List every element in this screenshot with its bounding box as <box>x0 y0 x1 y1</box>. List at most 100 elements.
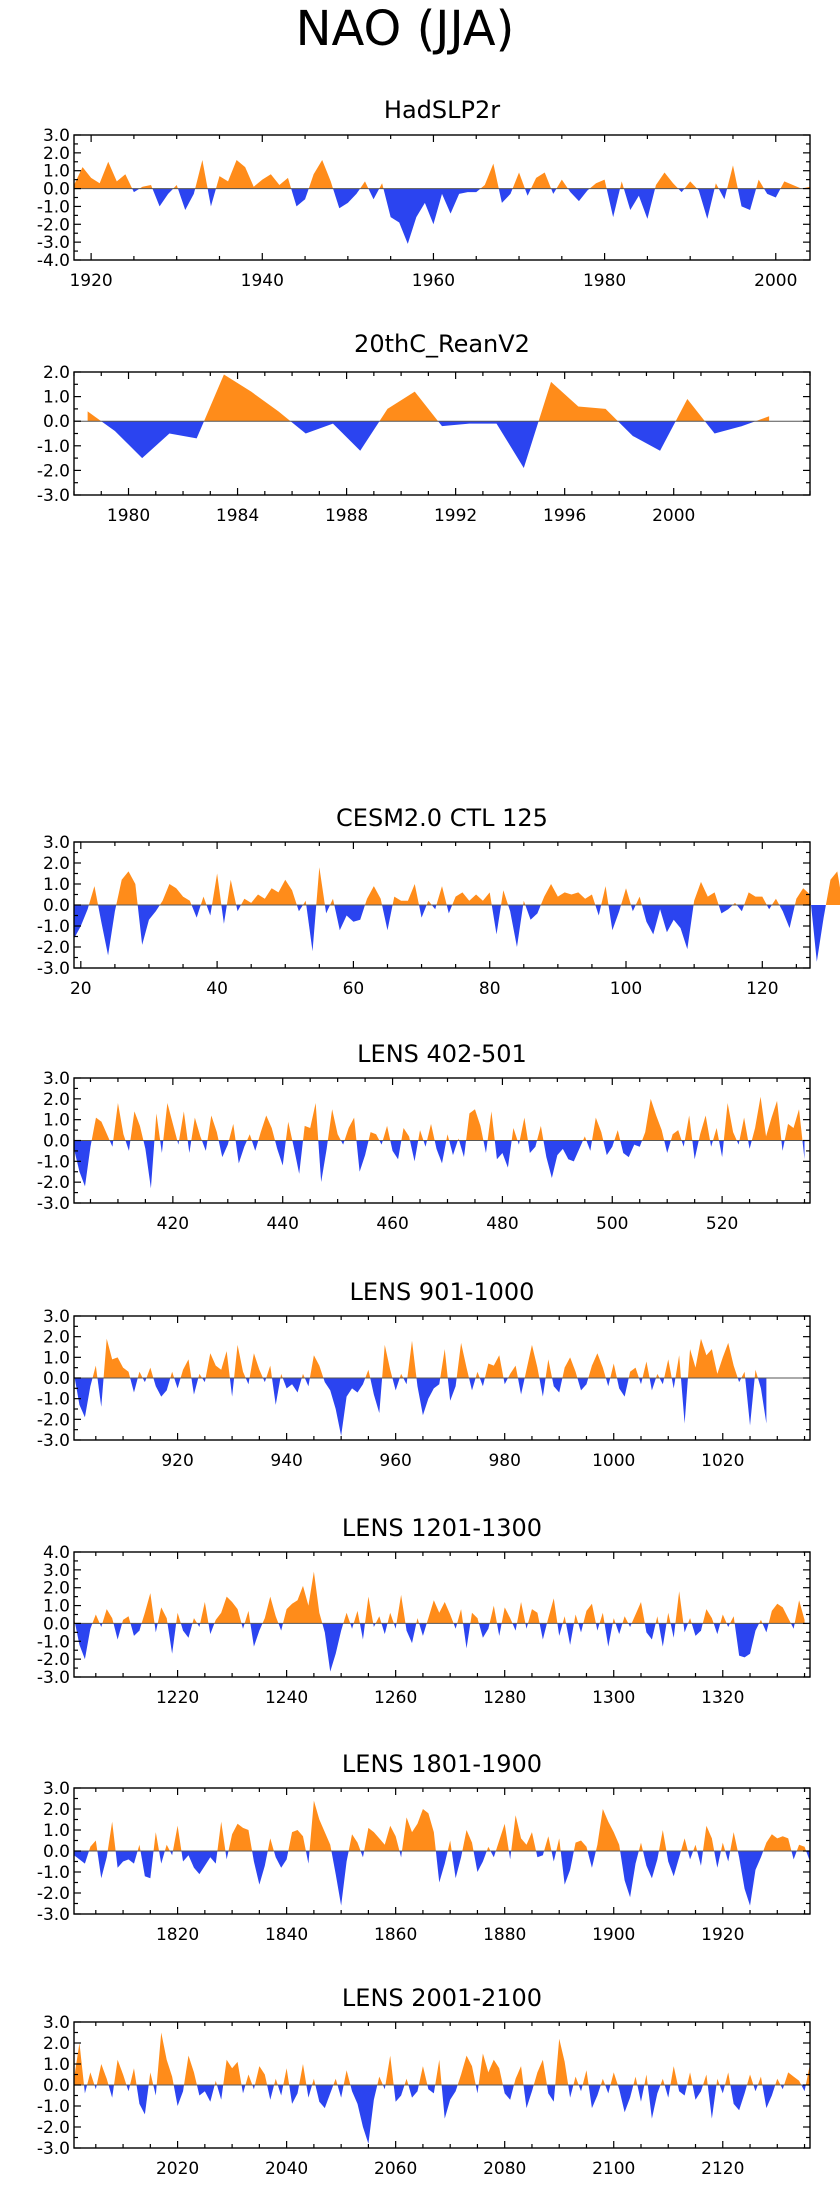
negative-area <box>730 2085 747 2111</box>
negative-area <box>714 1851 721 1868</box>
x-tick-label: 1300 <box>592 1688 635 1708</box>
positive-area <box>545 1359 553 1378</box>
y-tick-label: 2.0 <box>43 1328 70 1348</box>
y-tick-label: -3.0 <box>37 1905 70 1925</box>
panel-title: LENS 901-1000 <box>350 1278 535 1306</box>
x-tick-label: 940 <box>270 1451 302 1471</box>
positive-area <box>92 1614 100 1624</box>
negative-area <box>225 1851 229 1860</box>
negative-area <box>523 2085 534 2109</box>
x-tick-label: 1980 <box>583 271 626 291</box>
negative-area <box>177 188 196 210</box>
negative-area <box>483 1140 488 1153</box>
negative-area <box>408 2085 419 2098</box>
positive-area <box>343 2070 351 2085</box>
negative-area <box>697 188 715 219</box>
positive-area <box>170 1371 175 1378</box>
y-tick-label: -3.0 <box>37 959 70 979</box>
negative-area <box>736 905 745 912</box>
negative-area <box>551 188 557 194</box>
x-tick-label: 1020 <box>701 1451 744 1471</box>
negative-area <box>318 1140 328 1183</box>
positive-area <box>730 1616 735 1624</box>
negative-area <box>333 188 361 209</box>
negative-area <box>360 1851 365 1858</box>
positive-area <box>107 1821 116 1851</box>
negative-area <box>453 1623 458 1629</box>
negative-area <box>324 905 331 914</box>
positive-area <box>644 2074 648 2085</box>
negative-area <box>638 1378 643 1385</box>
negative-area <box>416 1378 441 1416</box>
positive-area <box>714 183 719 189</box>
negative-area <box>781 1140 785 1151</box>
negative-area <box>606 188 621 218</box>
negative-area <box>780 2085 785 2090</box>
positive-area <box>122 1616 131 1624</box>
positive-area <box>418 1130 424 1141</box>
negative-area <box>753 2085 758 2092</box>
positive-area <box>688 1618 692 1624</box>
x-tick-label: 1920 <box>701 1925 744 1945</box>
positive-area <box>511 1128 518 1141</box>
positive-area <box>364 1825 400 1851</box>
positive-area <box>234 1344 246 1378</box>
panel-6: LENS 1201-1300 4.03.02.01.00.0-1.0-2.0-3.… <box>37 1514 811 1708</box>
negative-area <box>552 1378 563 1393</box>
positive-area <box>487 1111 495 1141</box>
positive-area <box>666 1612 671 1624</box>
positive-area <box>299 2064 307 2085</box>
negative-area <box>691 1623 703 1636</box>
positive-area <box>470 1612 479 1624</box>
positive-area <box>531 172 552 189</box>
negative-area <box>403 1378 408 1385</box>
x-tick-label: 1940 <box>241 271 284 291</box>
positive-area <box>763 1834 792 1851</box>
positive-area <box>87 411 102 422</box>
negative-area <box>517 1140 520 1145</box>
negative-area <box>137 905 160 945</box>
positive-area <box>582 1136 587 1141</box>
positive-area <box>330 898 335 905</box>
positive-area <box>540 884 596 905</box>
negative-area <box>392 1378 400 1391</box>
positive-area <box>285 1121 293 1141</box>
positive-area <box>537 1125 544 1141</box>
positive-area <box>670 1130 682 1141</box>
positive-area <box>794 1600 805 1624</box>
positive-area <box>130 1111 144 1141</box>
positive-area <box>245 2074 253 2085</box>
negative-area <box>296 905 303 912</box>
negative-area <box>713 1623 721 1635</box>
negative-area <box>664 1140 671 1153</box>
panel-title: LENS 1801-1900 <box>342 1750 542 1778</box>
panels: HadSLP2r3.02.01.00.0-1.0-2.0-3.0-4.01920… <box>37 96 840 2179</box>
y-tick-label: -2.0 <box>37 1884 70 1904</box>
positive-area <box>784 2072 802 2085</box>
negative-area <box>74 1378 93 1418</box>
negative-area <box>566 1623 574 1645</box>
positive-area <box>426 1600 454 1624</box>
negative-area <box>337 2085 344 2098</box>
negative-area <box>508 905 524 947</box>
negative-area <box>136 2085 149 2115</box>
positive-area <box>684 1115 693 1141</box>
positive-area <box>200 896 207 905</box>
positive-area <box>555 2038 569 2085</box>
positive-area <box>240 879 297 905</box>
negative-area <box>126 2085 131 2092</box>
positive-area <box>693 881 719 905</box>
positive-area <box>130 2068 137 2085</box>
negative-area <box>801 2085 806 2092</box>
negative-area <box>245 1378 250 1385</box>
negative-area <box>678 188 685 193</box>
y-tick-label: -3.0 <box>37 1668 70 1688</box>
positive-area <box>610 2072 618 2085</box>
x-tick-label: 1000 <box>592 1451 635 1471</box>
negative-area <box>577 1378 589 1391</box>
y-tick-label: -3.0 <box>37 2139 70 2159</box>
y-tick-label: 4.0 <box>43 1543 70 1563</box>
negative-area <box>647 2085 661 2119</box>
negative-area <box>130 1623 142 1636</box>
x-tick-label: 2020 <box>156 2159 199 2179</box>
